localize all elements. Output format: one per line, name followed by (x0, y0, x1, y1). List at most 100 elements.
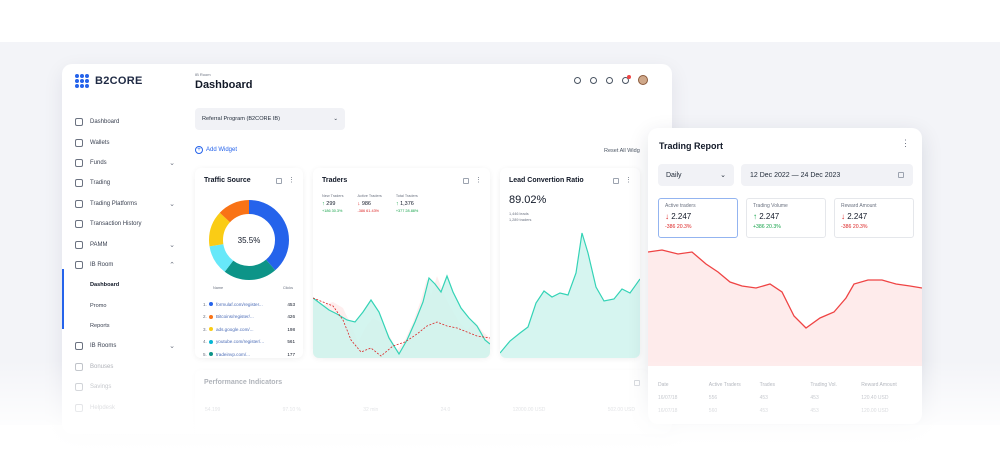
stat-number: 1,376 (400, 201, 414, 207)
brand-name: B2CORE (95, 75, 143, 87)
sidebar-item-trading[interactable]: Trading (75, 173, 175, 193)
sidebar-item-label: Bonuses (90, 363, 114, 370)
list-item[interactable]: 3. ads.google.com/... 198 (203, 323, 295, 336)
kpi-change: -386 20.3% (665, 224, 692, 230)
list-item[interactable]: 4. youtube.com/register/... 561 (203, 336, 295, 349)
logo-icon (75, 74, 89, 88)
table-cell: 560 (708, 407, 718, 414)
performance-value: 24.0 (440, 407, 451, 413)
more-icon[interactable]: ⋮ (475, 177, 482, 184)
table-cell: 16/07/18 (658, 394, 678, 401)
sidebar-item-ib-rooms[interactable]: IB Rooms ⌄ (75, 336, 175, 356)
sidebar-item-dashboard[interactable]: Dashboard (75, 112, 175, 132)
kpi-number: 2.247 (759, 212, 780, 221)
sidebar-item-trading-platforms[interactable]: Trading Platforms ⌄ (75, 194, 175, 214)
table-row[interactable]: 16/07/18 560 453 453 120.00 USD (658, 404, 912, 417)
kpi-label: Reward Amount (841, 203, 877, 209)
transfer-icon (75, 158, 83, 167)
sidebar-item-ib-room[interactable]: IB Room ⌃ (75, 255, 175, 275)
bell-icon[interactable] (622, 74, 631, 84)
card-title: Traffic Source (204, 177, 251, 184)
table-cell: 453 (759, 407, 768, 414)
source-url: ads.google.com/... (216, 326, 254, 332)
list-item[interactable]: 5. tradeinvp.com/... 177 (203, 348, 295, 358)
avatar[interactable] (638, 75, 648, 85)
program-select[interactable]: Referral Program (B2CORE IB) ⌄ (195, 108, 345, 130)
stat-label: New Traders (322, 194, 344, 198)
pamm-icon (75, 240, 83, 249)
sidebar-item-bonuses[interactable]: Bonuses (75, 357, 175, 377)
date-range-picker[interactable]: 12 Dec 2022 — 24 Dec 2023 (741, 164, 913, 186)
source-url: tradeinvp.com/... (216, 351, 250, 357)
page-title: Dashboard (195, 79, 253, 91)
calendar-icon[interactable] (613, 178, 619, 184)
add-widget-button[interactable]: + Add Widget (195, 146, 237, 154)
sidebar-subitem-promo[interactable]: Promo (90, 302, 107, 309)
stat-label: Total Traders (395, 194, 418, 198)
more-icon[interactable]: ⋮ (625, 177, 632, 184)
sidebar-item-helpdesk[interactable]: Helpdesk (75, 397, 175, 417)
source-url: youtube.com/register/... (216, 339, 265, 345)
top-toolbar (574, 74, 648, 85)
calendar-icon[interactable] (463, 178, 469, 184)
arrow-icon: ↓ (665, 212, 669, 221)
kpi-label: Active traders (665, 203, 696, 209)
sidebar-item-label: Trading (90, 180, 111, 187)
sidebar-item-funds[interactable]: Funds ⌄ (75, 153, 175, 173)
globe-icon[interactable] (606, 76, 613, 84)
calendar-icon[interactable] (634, 380, 640, 386)
stat-label: Active Traders (357, 194, 382, 198)
chevron-icon: ⌃ (169, 261, 175, 269)
sidebar-subitem-reports[interactable]: Reports (90, 323, 110, 330)
column-header: Trading Vol. (810, 381, 837, 388)
more-icon[interactable]: ⋮ (288, 177, 295, 184)
calendar-icon[interactable] (276, 178, 282, 184)
report-kpis: Active traders ↓ 2.247 -386 20.3% Trading V… (658, 198, 914, 238)
donut-segment-2 (209, 200, 289, 280)
table-cell: 453 (759, 394, 768, 401)
period-select[interactable]: Daily ⌄ (658, 164, 734, 186)
kpi-tile[interactable]: Trading Volume ↑ 2.247 +386 20.3% (746, 198, 826, 238)
sidebar-item-wallets[interactable]: Wallets (75, 132, 175, 152)
kpi-tile[interactable]: Reward Amount ↓ 2.247 -386 20.3% (834, 198, 914, 238)
traders-stats: New Traders ↑ 299 +186 30.3% Active Traders… (322, 194, 418, 213)
sidebar-nav: Dashboard Wallets Funds ⌄ Trading Trading Pla… (75, 112, 175, 418)
lead-ratio-value: 89.02% (509, 194, 547, 206)
sidebar-item-savings[interactable]: Savings (75, 377, 175, 397)
table-row[interactable]: 16/07/18 556 453 453 120.40 USD (658, 391, 912, 404)
sun-icon[interactable] (590, 76, 597, 84)
more-icon[interactable]: ⋮ (901, 138, 910, 148)
list-item[interactable]: 2. Bitcoins/register/... 426 (203, 311, 295, 324)
sidebar-item-label: Transaction History (90, 221, 142, 228)
sidebar-item-pamm[interactable]: PAMM ⌄ (75, 234, 175, 254)
lead-ratio-details: 1,446 leads 1,289 traders (509, 211, 531, 223)
kpi-label: Trading Volume (753, 203, 788, 209)
sidebar-item-label: Savings (90, 384, 112, 391)
reset-widgets-button[interactable]: Reset All Widg (604, 148, 640, 154)
logo[interactable]: B2CORE (75, 74, 143, 88)
traders-chart (313, 274, 490, 358)
kpi-tile[interactable]: Active traders ↓ 2.247 -386 20.3% (658, 198, 738, 238)
sidebar-subitem-dashboard[interactable]: Dashboard (90, 282, 120, 289)
source-clicks: 177 (287, 351, 295, 357)
ib-room-icon (75, 260, 83, 269)
lead-conversion-card: Lead Convertion Ratio ⋮ 89.02% 1,446 lea… (500, 168, 640, 358)
arrow-icon: ↑ (753, 212, 757, 221)
program-select-value: Referral Program (B2CORE IB) (202, 116, 281, 122)
performance-value: 12000.00 USD (512, 407, 546, 413)
legend-dot (209, 327, 213, 332)
plus-icon: + (195, 146, 203, 154)
report-table: Date Active Traders Trades Trading Vol. Rewa… (658, 378, 912, 417)
lead-line (500, 232, 640, 354)
sidebar-item-label: Dashboard (90, 119, 120, 126)
card-title: Traders (322, 177, 348, 184)
sidebar-item-transaction-history[interactable]: Transaction History (75, 214, 175, 234)
chevron-icon: ⌄ (169, 200, 175, 208)
arrow-icon: ↓ (841, 212, 845, 221)
row-number: 1. (203, 301, 207, 307)
list-item[interactable]: 1. formulaf.com/register... 453 (203, 298, 295, 311)
stat-change: +377 28.88% (395, 209, 419, 213)
source-list: 1. formulaf.com/register... 453 2. Bitcoins/… (203, 298, 295, 358)
document-icon[interactable] (574, 76, 581, 84)
stat-number: 986 (361, 201, 371, 207)
